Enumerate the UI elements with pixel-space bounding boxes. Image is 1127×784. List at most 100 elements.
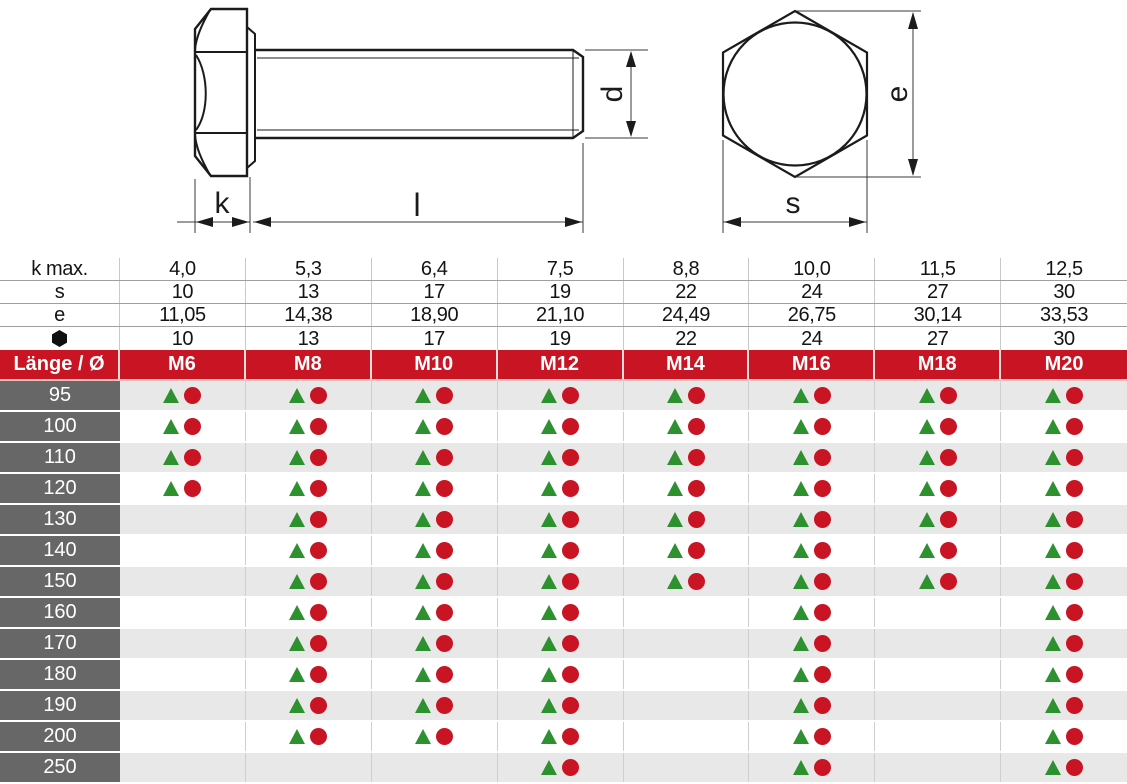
- triangle-icon: [918, 419, 935, 434]
- availability-cell: [245, 443, 372, 472]
- circle-icon: [310, 480, 328, 497]
- triangle-icon: [415, 729, 432, 744]
- spec-value: 13: [246, 327, 372, 350]
- spec-value: 6,4: [372, 258, 498, 280]
- circle-icon: [1066, 542, 1084, 559]
- circle-icon: [436, 604, 454, 621]
- triangle-icon: [666, 481, 683, 496]
- availability-cell: [245, 536, 372, 565]
- availability-cell: [120, 381, 246, 410]
- availability-cell: [497, 598, 624, 627]
- table-row: 110: [0, 443, 1127, 472]
- triangle-icon: [289, 419, 306, 434]
- circle-icon: [310, 666, 328, 683]
- circle-icon: [436, 418, 454, 435]
- triangle-icon: [289, 729, 306, 744]
- circle-icon: [562, 728, 580, 745]
- circle-icon: [310, 511, 328, 528]
- circle-icon: [436, 697, 454, 714]
- triangle-icon: [1045, 636, 1062, 651]
- circle-icon: [562, 480, 580, 497]
- availability-cell: [749, 598, 876, 627]
- length-label: 180: [0, 660, 120, 689]
- spec-value: 27: [875, 281, 1002, 303]
- availability-cell: [749, 629, 876, 658]
- triangle-icon: [792, 419, 809, 434]
- circle-icon: [939, 542, 957, 559]
- triangle-icon: [1045, 419, 1062, 434]
- triangle-icon: [792, 605, 809, 620]
- availability-cell: [497, 505, 624, 534]
- circle-icon: [310, 728, 328, 745]
- availability-cell: [371, 629, 498, 658]
- triangle-icon: [289, 605, 306, 620]
- table-row: 180: [0, 660, 1127, 689]
- length-label: 100: [0, 412, 120, 441]
- triangle-icon: [918, 450, 935, 465]
- circle-icon: [562, 511, 580, 528]
- circle-icon: [813, 604, 831, 621]
- availability-cell: [749, 691, 876, 720]
- spec-row: s 10 13 17 19 22 24 27 30: [0, 281, 1127, 304]
- spec-row: e 11,05 14,38 18,90 21,10 24,49 26,75 30,14 33,5…: [0, 304, 1127, 327]
- triangle-icon: [541, 481, 558, 496]
- availability-cell: [1001, 691, 1127, 720]
- circle-icon: [1066, 759, 1084, 776]
- triangle-icon: [792, 481, 809, 496]
- circle-icon: [813, 635, 831, 652]
- circle-icon: [813, 387, 831, 404]
- circle-icon: [562, 387, 580, 404]
- length-label: 190: [0, 691, 120, 720]
- spec-value: 30: [1053, 281, 1075, 303]
- availability-cell: [623, 567, 750, 596]
- availability-cell: [120, 629, 246, 658]
- availability-cell: [749, 536, 876, 565]
- spec-label: e: [0, 304, 120, 326]
- triangle-icon: [666, 543, 683, 558]
- availability-cell: [1001, 629, 1127, 658]
- circle-icon: [436, 542, 454, 559]
- circle-icon: [813, 573, 831, 590]
- spec-value: 10: [120, 281, 246, 303]
- spec-value: 19: [498, 281, 624, 303]
- triangle-icon: [1045, 760, 1062, 775]
- availability-cell: [371, 567, 498, 596]
- spec-value: 21,10: [498, 304, 624, 326]
- side-view-dimensions: [177, 10, 921, 233]
- availability-cell: [120, 505, 246, 534]
- availability-cell: [875, 536, 1002, 565]
- availability-cell: [875, 412, 1002, 441]
- circle-icon: [939, 573, 957, 590]
- table-header-row: Länge / Ø M6 M8 M10 M12 M14 M16 M18 M20: [0, 350, 1127, 381]
- availability-cell: [1001, 443, 1127, 472]
- spec-label: k max.: [0, 258, 120, 280]
- triangle-icon: [415, 574, 432, 589]
- availability-cell: [245, 629, 372, 658]
- availability-cell: [875, 660, 1002, 689]
- availability-cell: [623, 598, 750, 627]
- triangle-icon: [1045, 388, 1062, 403]
- triangle-icon: [415, 636, 432, 651]
- availability-cell: [875, 505, 1002, 534]
- triangle-icon: [289, 481, 306, 496]
- circle-icon: [687, 387, 705, 404]
- bolt-head-top-view-diagram: [721, 9, 869, 179]
- availability-cell: [623, 381, 750, 410]
- triangle-icon: [541, 512, 558, 527]
- circle-icon: [1066, 573, 1084, 590]
- circle-icon: [436, 573, 454, 590]
- availability-cell: [120, 474, 246, 503]
- availability-cell: [623, 536, 750, 565]
- triangle-icon: [415, 543, 432, 558]
- triangle-icon: [163, 419, 180, 434]
- triangle-icon: [1045, 450, 1062, 465]
- availability-cell: [623, 474, 750, 503]
- triangle-icon: [792, 636, 809, 651]
- availability-cell: [1001, 536, 1127, 565]
- bolt-collar: [246, 26, 256, 169]
- circle-icon: [562, 635, 580, 652]
- availability-cell: [749, 722, 876, 751]
- circle-icon: [1066, 387, 1084, 404]
- triangle-icon: [918, 574, 935, 589]
